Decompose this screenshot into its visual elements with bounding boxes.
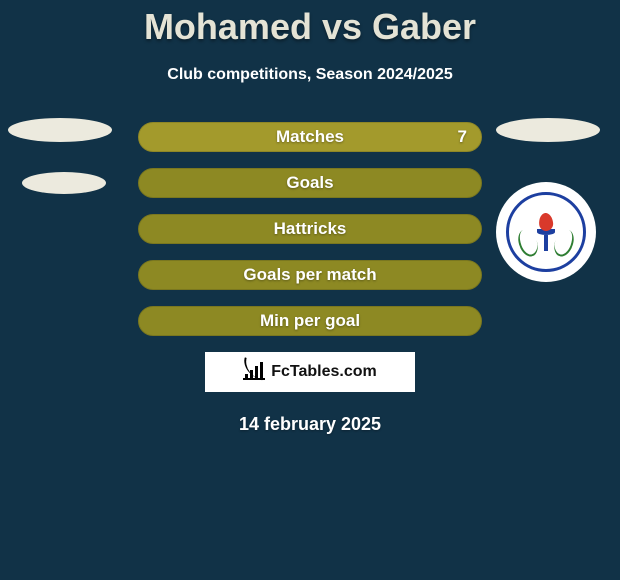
page-subtitle: Club competitions, Season 2024/2025	[0, 66, 620, 84]
branding-badge[interactable]: FcTables.com	[205, 352, 415, 392]
player-photo-placeholder	[8, 118, 112, 142]
player-photo-placeholder	[496, 118, 600, 142]
stat-label: Hattricks	[274, 219, 347, 239]
stat-bar-hattricks: Hattricks	[138, 214, 482, 244]
torch-icon	[537, 213, 555, 251]
stat-label: Min per goal	[260, 311, 360, 331]
stat-label: Matches	[276, 127, 344, 147]
stat-bar-goals: Goals	[138, 168, 482, 198]
club-logo-placeholder	[22, 172, 106, 194]
right-player-column	[496, 118, 606, 282]
stat-bar-gpm: Goals per match	[138, 260, 482, 290]
comparison-container: Matches 7 Goals Hattricks Goals per matc…	[0, 122, 620, 435]
stat-value: 7	[458, 127, 467, 147]
stat-bar-matches: Matches 7	[138, 122, 482, 152]
stats-bars: Matches 7 Goals Hattricks Goals per matc…	[138, 122, 482, 336]
fctables-icon	[243, 362, 267, 382]
stat-bar-mpg: Min per goal	[138, 306, 482, 336]
stat-label: Goals per match	[243, 265, 376, 285]
stat-label: Goals	[286, 173, 333, 193]
footer-date: 14 february 2025	[0, 414, 620, 435]
club-logo	[496, 182, 596, 282]
left-player-column	[8, 118, 118, 224]
branding-text: FcTables.com	[271, 363, 377, 381]
club-logo-inner	[506, 192, 586, 272]
page-title: Mohamed vs Gaber	[0, 0, 620, 48]
